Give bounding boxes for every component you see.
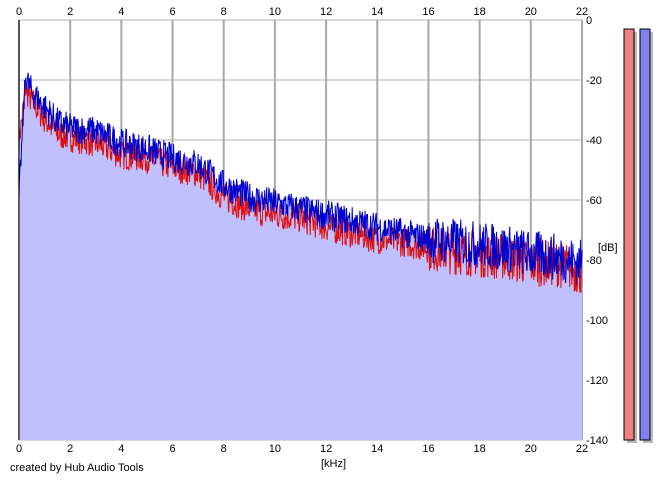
x-tick-label-bottom: 18 <box>474 443 486 455</box>
x-tick-label-bottom: 6 <box>169 443 175 455</box>
level-meters <box>623 28 653 443</box>
x-tick-label-bottom: 16 <box>422 443 434 455</box>
y-tick-label: -100 <box>586 315 608 327</box>
x-tick-label-top: 18 <box>474 6 486 18</box>
y-tick-label: -40 <box>586 135 602 147</box>
x-tick-label-top: 0 <box>16 6 22 18</box>
y-tick-label: -60 <box>586 195 602 207</box>
x-tick-label-bottom: 22 <box>576 443 588 455</box>
x-tick-label-top: 12 <box>320 6 332 18</box>
x-tick-label-bottom: 12 <box>320 443 332 455</box>
credit-text: created by Hub Audio Tools <box>10 462 144 474</box>
x-tick-label-top: 6 <box>169 6 175 18</box>
meter-right <box>639 28 651 441</box>
x-tick-label-bottom: 10 <box>269 443 281 455</box>
x-tick-label-bottom: 4 <box>118 443 124 455</box>
spectrum-fill <box>19 72 582 440</box>
x-tick-label-bottom: 8 <box>221 443 227 455</box>
y-tick-label: -120 <box>586 375 608 387</box>
x-tick-label-top: 8 <box>221 6 227 18</box>
spectrum-area <box>19 72 582 440</box>
spectrum-line-blue <box>18 72 583 285</box>
x-tick-label-bottom: 20 <box>525 443 537 455</box>
spectrum-lines <box>18 72 583 293</box>
axes: 002244668810101212141416161818202022220-… <box>16 6 608 455</box>
x-tick-label-bottom: 14 <box>371 443 383 455</box>
x-tick-label-top: 16 <box>422 6 434 18</box>
x-tick-label-top: 20 <box>525 6 537 18</box>
y-tick-label: -80 <box>586 255 602 267</box>
x-tick-label-bottom: 0 <box>16 443 22 455</box>
x-tick-label-bottom: 2 <box>67 443 73 455</box>
x-tick-label-top: 2 <box>67 6 73 18</box>
x-tick-label-top: 22 <box>576 6 588 18</box>
x-tick-label-top: 4 <box>118 6 124 18</box>
x-tick-label-top: 14 <box>371 6 383 18</box>
y-tick-label: -20 <box>586 75 602 87</box>
y-tick-label: 0 <box>586 15 592 27</box>
meter-left <box>623 28 635 441</box>
y-tick-label: -140 <box>586 435 608 447</box>
x-axis-label: [kHz] <box>321 458 346 470</box>
y-axis-label: [dB] <box>598 242 618 254</box>
x-tick-label-top: 10 <box>269 6 281 18</box>
